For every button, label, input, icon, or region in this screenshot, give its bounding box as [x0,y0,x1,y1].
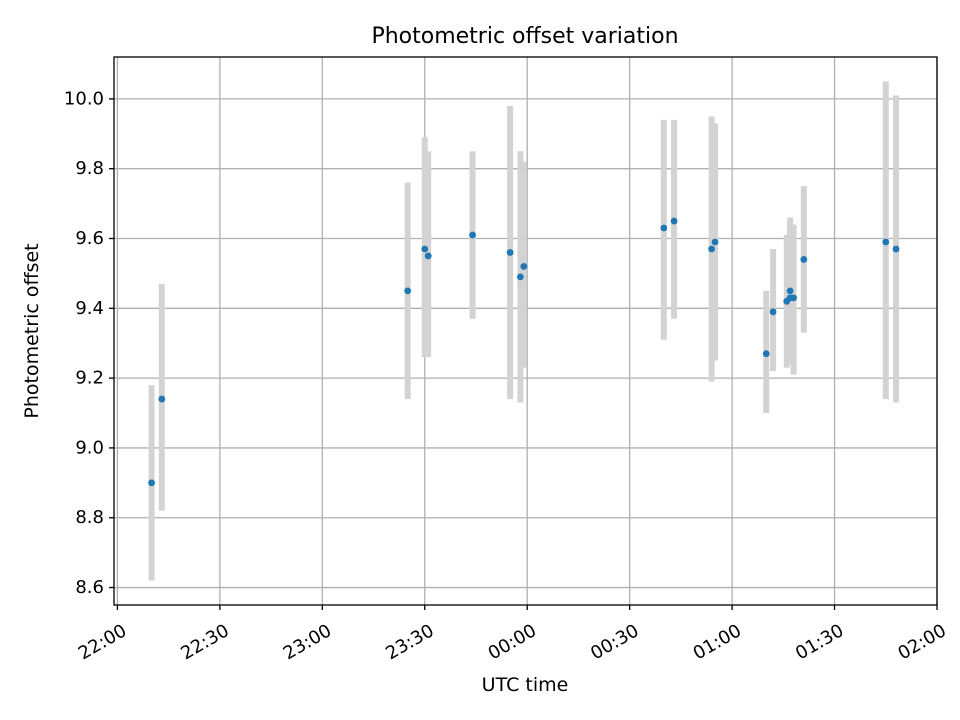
errorbar-layer [148,81,900,581]
y-tick-label: 9.6 [75,228,104,249]
data-point [769,308,777,316]
x-tick-label: 00:00 [485,620,540,664]
data-point [421,245,429,253]
y-tick-label: 10.0 [64,88,104,109]
x-tick-label: 01:00 [690,620,745,664]
data-point [148,479,155,487]
data-point [711,238,719,246]
x-tick-label: 23:00 [280,620,335,664]
data-point [520,263,528,270]
chart-title: Photometric offset variation [371,24,678,49]
x-tick-label: 22:00 [75,620,130,664]
x-axis-label: UTC time [482,674,569,696]
x-tick-label: 23:30 [382,620,437,664]
x-tick-label: 00:30 [587,620,642,664]
data-point [506,249,514,256]
data-point [469,231,476,239]
y-tick-label: 8.8 [75,507,104,528]
data-point [786,287,794,295]
y-tick-label: 8.6 [75,577,104,598]
y-tick-label: 9.8 [75,158,104,179]
data-point [882,238,890,246]
x-tick-label: 01:30 [792,620,847,664]
data-point [660,224,668,232]
data-point [670,217,678,225]
data-point [800,256,808,263]
y-tick-label: 9.2 [75,368,104,389]
x-tick-label: 22:30 [177,620,232,664]
data-point [790,294,797,302]
y-tick-label: 9.0 [75,437,104,458]
data-point [892,245,900,253]
point-layer [148,217,900,487]
data-point [708,245,716,253]
data-point [158,395,166,403]
data-point [424,252,432,260]
tick-layer: 22:00 22:30 23:00 23:30 00:00 00:30 01:00 01:30… [64,88,950,664]
y-axis-label: Photometric offset [21,243,43,418]
data-point [762,350,770,358]
plot-frame [113,56,938,606]
y-tick-label: 9.4 [75,298,104,319]
data-point [404,287,412,295]
x-tick-label: 02:00 [894,620,949,664]
data-point [516,273,524,281]
